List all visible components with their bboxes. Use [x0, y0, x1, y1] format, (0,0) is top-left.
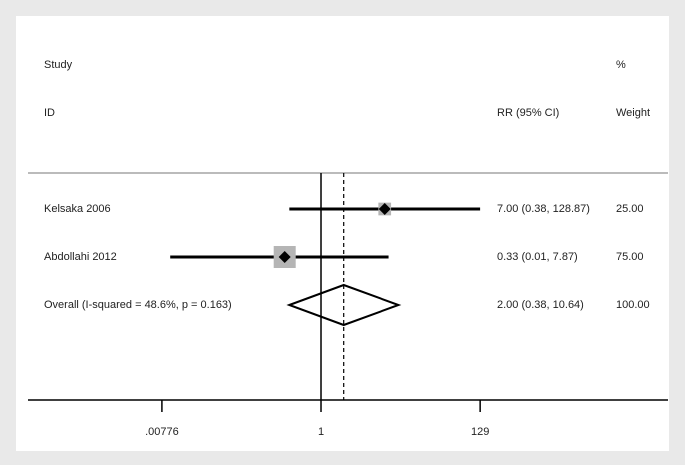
- header-study: Study: [44, 59, 73, 71]
- header-percent: %: [616, 59, 626, 71]
- overall-diamond: [286, 283, 402, 327]
- x-tick-label: 129: [471, 426, 489, 438]
- header-effect: RR (95% CI): [497, 107, 559, 119]
- effect-label: 2.00 (0.38, 10.64): [497, 299, 584, 311]
- header-id: ID: [44, 107, 55, 119]
- effect-label: 0.33 (0.01, 7.87): [497, 251, 578, 263]
- effect-label: 7.00 (0.38, 128.87): [497, 203, 590, 215]
- weight-label: 100.00: [616, 299, 650, 311]
- point-estimate: [278, 251, 291, 263]
- plot-panel: [16, 16, 669, 451]
- study-name: Kelsaka 2006: [44, 203, 111, 215]
- x-tick-label: 1: [318, 426, 324, 438]
- point-estimate: [378, 203, 391, 215]
- weight-label: 75.00: [616, 251, 644, 263]
- weight-label: 25.00: [616, 203, 644, 215]
- overall-name: Overall (I-squared = 48.6%, p = 0.163): [44, 299, 232, 311]
- study-name: Abdollahi 2012: [44, 251, 117, 263]
- x-tick-label: .00776: [145, 426, 179, 438]
- header-weight: Weight: [616, 107, 650, 119]
